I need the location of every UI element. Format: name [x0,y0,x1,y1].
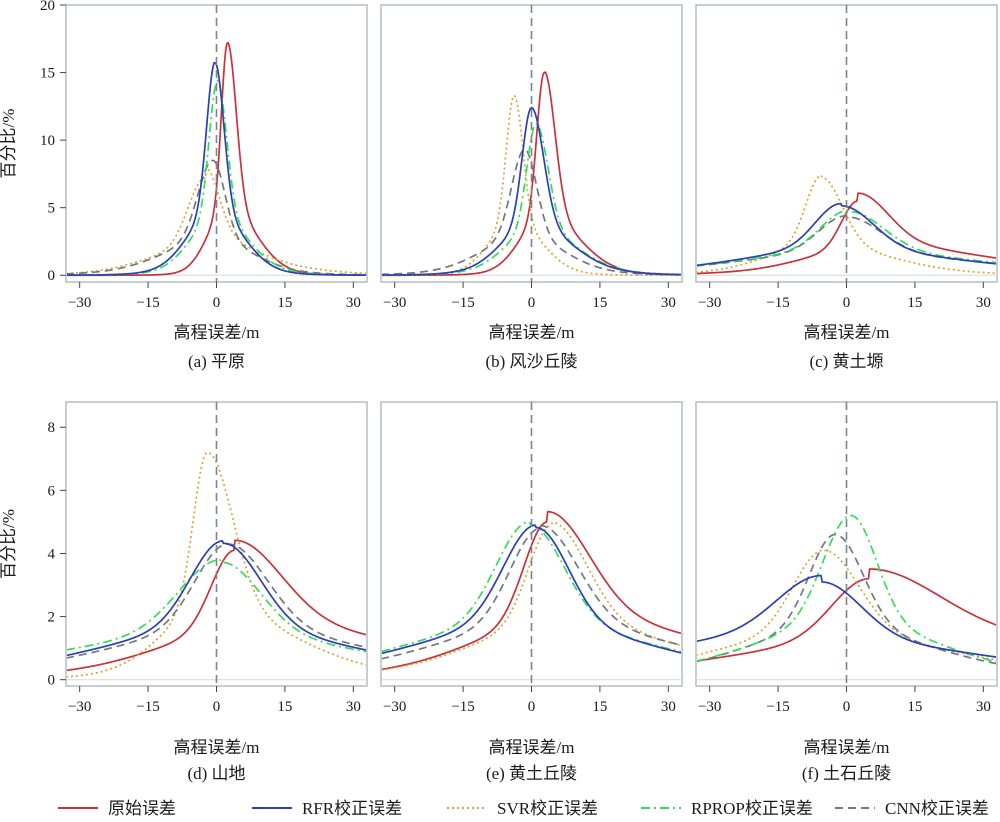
x-tick-label: 30 [976,295,991,311]
y-tick-label: 8 [48,420,56,436]
x-tick-label: 30 [976,699,991,715]
panel-caption: (e) 黄土丘陵 [486,764,577,783]
legend-label: RFR校正误差 [302,799,402,818]
x-tick-label: 30 [346,295,361,311]
x-axis-label: 高程误差/m [489,738,575,757]
legend-item: 原始误差 [58,799,176,818]
x-axis-label: 高程误差/m [489,323,575,342]
x-tick-label: 15 [907,295,922,311]
y-tick-label: 4 [48,546,56,562]
y-tick-label: 2 [48,610,56,626]
panel-caption: (c) 黄土塬 [809,352,883,371]
x-tick-label: 0 [843,699,851,715]
series-line [697,574,996,658]
panel-caption: (d) 山地 [187,764,245,783]
x-tick-label: 30 [661,295,676,311]
legend-label: RPROP校正误差 [691,799,813,818]
panel-caption: (a) 平原 [188,352,245,371]
series-line [67,451,366,678]
y-tick-label: 15 [40,66,55,82]
x-axis-label: 高程误差/m [804,738,890,757]
panel-caption: (b) 风沙丘陵 [485,352,577,371]
x-tick-label: −30 [68,295,91,311]
x-tick-label: −15 [451,699,474,715]
y-tick-label: 6 [48,483,56,499]
x-tick-label: 15 [277,699,292,715]
legend-item: CNN校正误差 [835,799,989,818]
x-tick-label: 15 [592,295,607,311]
chart-panel-6: −30 −15 0 15 30 高程误差/m (f) 土石丘陵 [695,401,998,783]
x-tick-label: 15 [592,699,607,715]
x-tick-label: −15 [136,295,159,311]
x-tick-label: 0 [528,295,536,311]
series-line [382,521,681,671]
x-axis-label: 高程误差/m [174,738,260,757]
chart-panel-5: −30 −15 0 15 30 高程误差/m (e) 黄土丘陵 [380,401,683,783]
y-axis-label: 百分比/% [0,509,18,579]
series-line [67,540,366,657]
x-tick-label: 15 [907,699,922,715]
y-tick-label: 0 [48,268,56,284]
y-axis-label: 百分比/% [0,109,18,179]
series-line [697,192,996,275]
chart-panel-3: −30 −15 0 15 30 高程误差/m (c) 黄土塬 [695,4,998,371]
legend-item: RPROP校正误差 [641,799,813,818]
x-tick-label: 30 [346,699,361,715]
x-tick-label: 0 [528,699,536,715]
x-tick-label: −15 [136,699,159,715]
x-tick-label: 0 [843,295,851,311]
x-axis-label: 高程误差/m [174,323,260,342]
x-tick-label: −30 [383,699,406,715]
x-tick-label: 30 [661,699,676,715]
legend-label: 原始误差 [108,799,176,818]
x-tick-label: 0 [213,295,221,311]
x-tick-label: 15 [277,295,292,311]
x-tick-label: −15 [451,295,474,311]
y-tick-label: 10 [40,133,55,149]
x-tick-label: −30 [383,295,406,311]
chart-panel-1: −30 −15 0 15 30 0 5 10 15 20 百分比/% 高程误差/m (a) 平原 [0,0,368,371]
legend-label: SVR校正误差 [497,799,598,818]
series-line [697,174,996,275]
x-tick-label: −15 [766,295,789,311]
x-tick-label: 0 [213,699,221,715]
y-tick-label: 5 [48,201,56,217]
panel-caption: (f) 土石丘陵 [802,764,891,783]
x-tick-label: −30 [698,295,721,311]
chart-panel-2: −30 −15 0 15 30 高程误差/m (b) 风沙丘陵 [380,4,683,371]
legend: 原始误差 RFR校正误差 SVR校正误差 RPROP校正误差 CNN校正误差 [58,799,989,818]
y-tick-label: 20 [40,0,55,14]
y-tick-label: 0 [48,673,56,689]
x-tick-label: −30 [68,699,91,715]
series-line [67,558,366,653]
legend-item: SVR校正误差 [447,799,598,818]
series-line [382,106,681,276]
series-line [697,209,996,267]
x-tick-label: −30 [698,699,721,715]
series-line [697,514,996,663]
legend-item: RFR校正误差 [252,799,402,818]
x-axis-label: 高程误差/m [804,323,890,342]
legend-label: CNN校正误差 [885,799,989,818]
chart-panel-4: −30 −15 0 15 30 0 2 4 6 8 百分比/% 高程误差/m (d) 山地 [0,401,368,783]
x-tick-label: −15 [766,699,789,715]
